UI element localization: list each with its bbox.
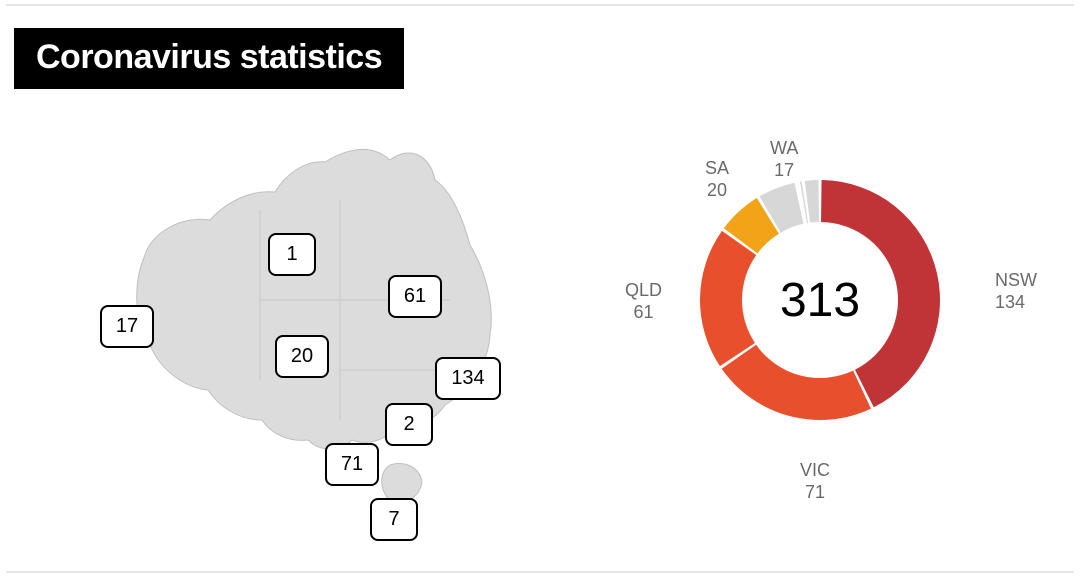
donut-slice-vic: [722, 345, 871, 420]
map-box-wa: 17: [100, 305, 154, 348]
donut-slice-nsw: [821, 180, 940, 407]
top-divider: [6, 4, 1074, 6]
donut-label-wa: WA17: [770, 138, 798, 181]
map-box-sa: 20: [275, 335, 329, 378]
donut-label-vic: VIC71: [800, 460, 830, 503]
map-box-vic: 71: [325, 443, 379, 486]
map-box-nsw: 134: [435, 357, 501, 400]
page-title: Coronavirus statistics: [14, 28, 404, 89]
donut-label-nsw: NSW134: [995, 270, 1037, 313]
donut-label-value: 61: [625, 302, 662, 324]
map-tasmania: [382, 464, 422, 503]
content-stage: 17120611342717 313 NSW134VIC71QLD61SA20W…: [0, 100, 1080, 559]
donut-label-name: QLD: [625, 280, 662, 302]
donut-label-name: WA: [770, 138, 798, 160]
donut-label-name: VIC: [800, 460, 830, 482]
donut-svg: [680, 160, 960, 440]
donut-label-value: 134: [995, 292, 1037, 314]
map-box-qld: 61: [388, 275, 442, 318]
donut-label-value: 17: [770, 160, 798, 182]
donut-slice-qld: [700, 231, 756, 366]
australia-map: 17120611342717: [90, 120, 530, 540]
donut-label-name: NSW: [995, 270, 1037, 292]
donut-chart: 313 NSW134VIC71QLD61SA20WA17: [600, 150, 1060, 510]
donut-label-name: SA: [705, 158, 729, 180]
donut-label-qld: QLD61: [625, 280, 662, 323]
map-box-nt: 1: [268, 233, 316, 276]
donut-label-sa: SA20: [705, 158, 729, 201]
map-box-tas: 7: [370, 498, 418, 541]
page-title-text: Coronavirus statistics: [36, 38, 382, 76]
donut-label-value: 71: [800, 482, 830, 504]
map-box-act: 2: [385, 403, 433, 446]
map-svg: [90, 120, 530, 540]
donut-label-value: 20: [705, 180, 729, 202]
bottom-divider: [6, 571, 1074, 573]
